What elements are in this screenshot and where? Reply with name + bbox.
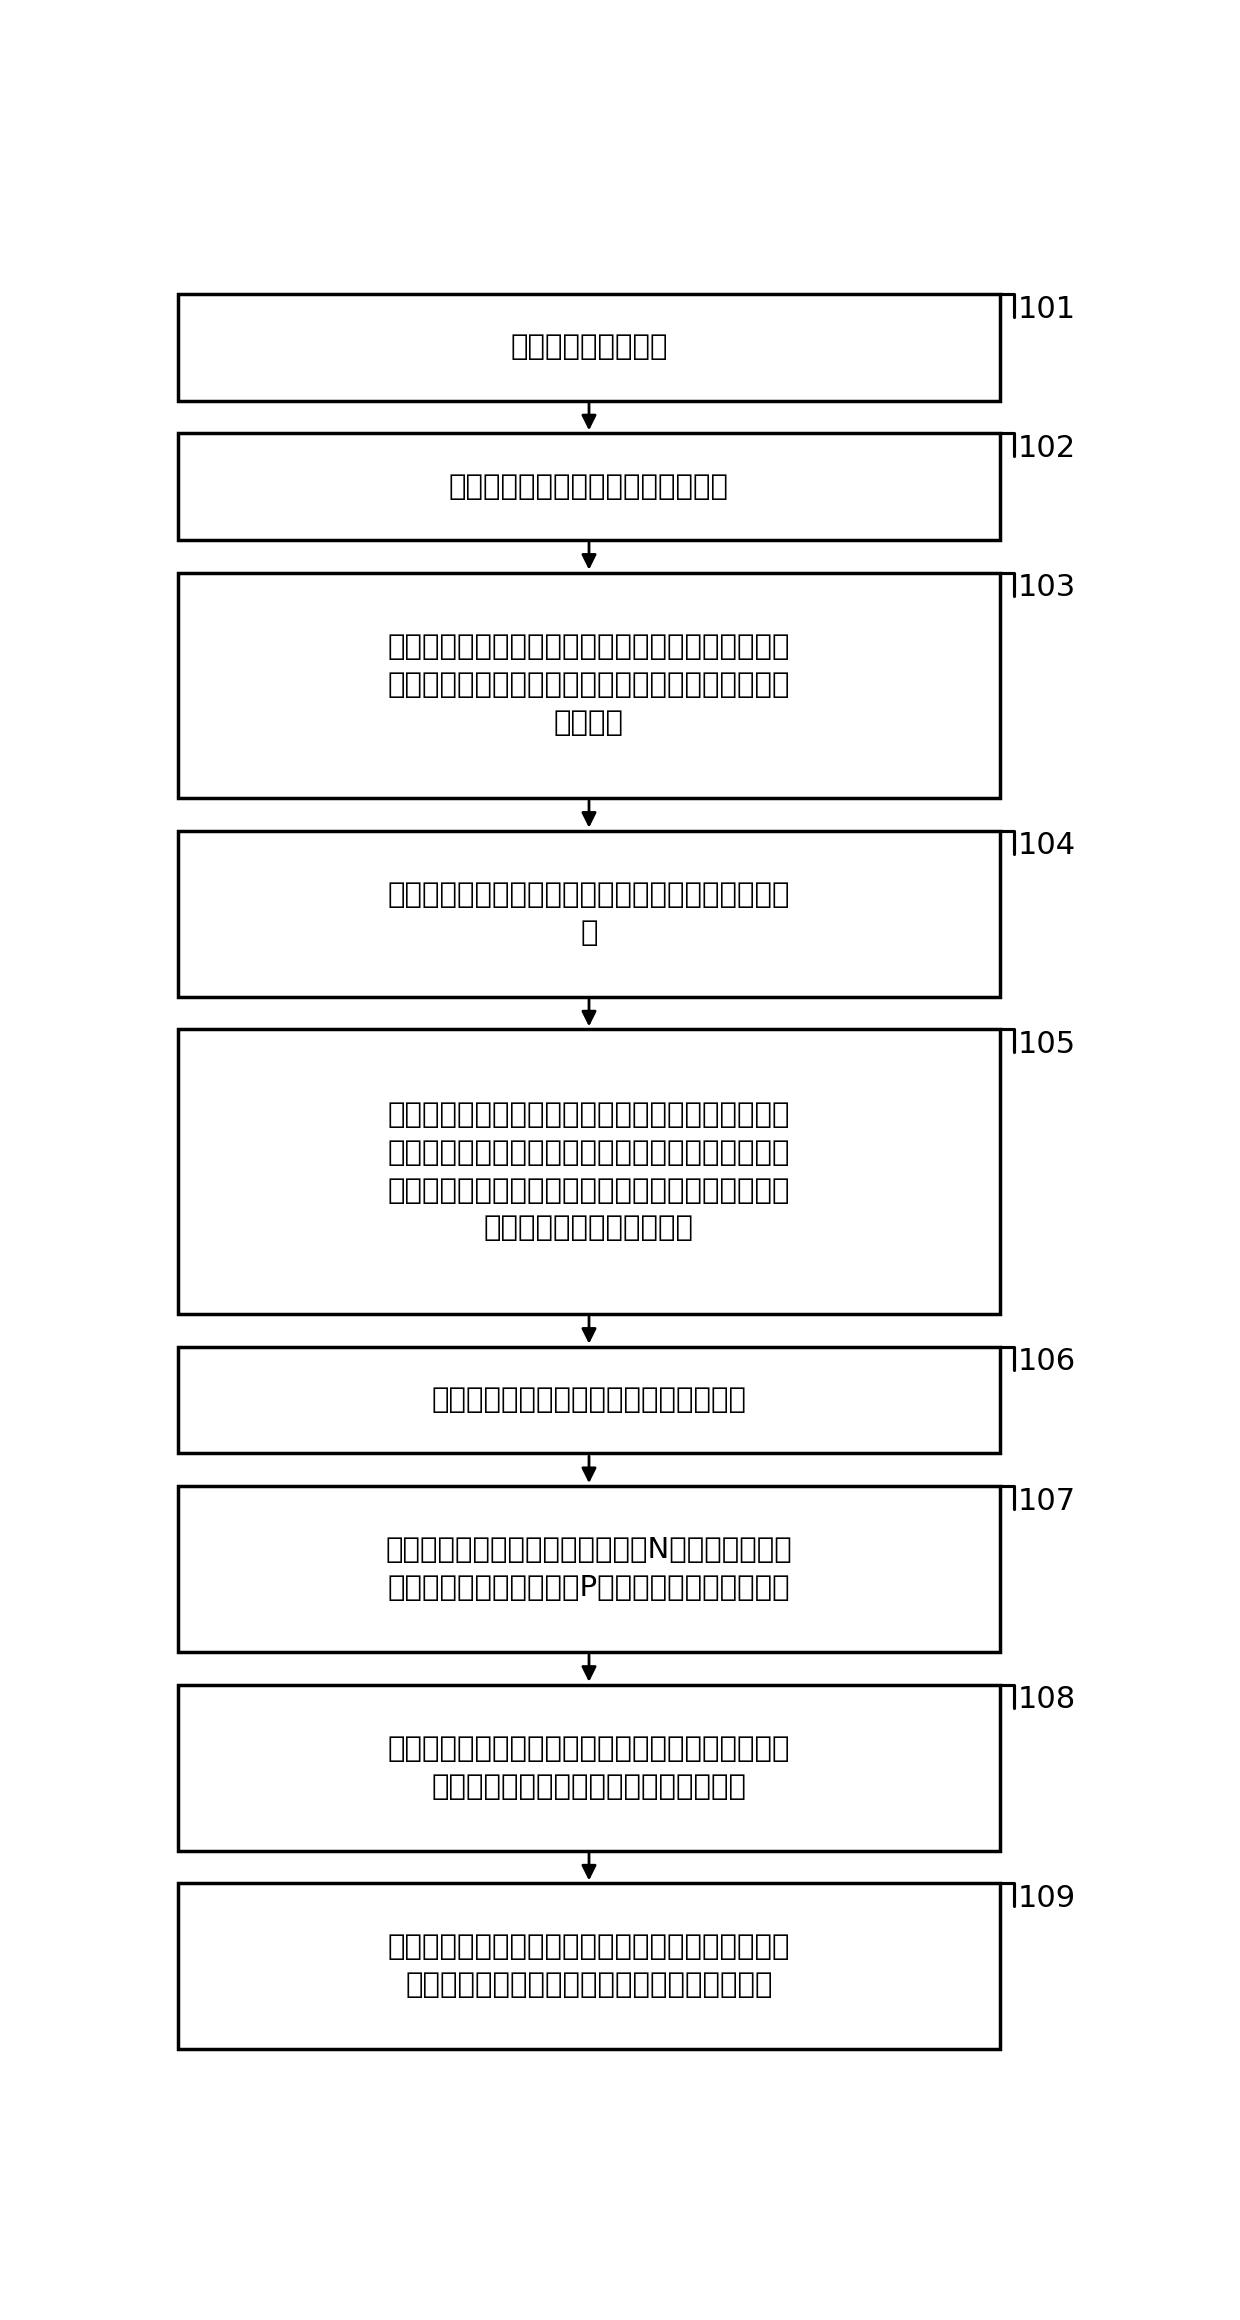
Bar [179, 1884, 999, 2049]
Text: 106: 106 [1018, 1348, 1076, 1376]
Bar [179, 831, 999, 998]
Bar [179, 1346, 999, 1452]
Bar [179, 1684, 999, 1851]
Text: 103: 103 [1018, 573, 1076, 603]
Text: 对多个有机颗粒进行加热，多个有机颗粒在温度升高
的过程中分解成气体从氧化物薄膜和第一未掺杂氮化
镓层之间排出，第一未掺杂氮化镓层和氧化物薄膜之
间形成阵列排列的: 对多个有机颗粒进行加热，多个有机颗粒在温度升高 的过程中分解成气体从氧化物薄膜和… [388, 1100, 790, 1244]
Text: 在衬底上生长缓冲层: 在衬底上生长缓冲层 [510, 334, 668, 362]
Bar [179, 434, 999, 541]
Text: 102: 102 [1018, 434, 1076, 464]
Text: 在多个有机颗粒上和多个有机颗粒之间沉积氧化物薄
膜: 在多个有机颗粒上和多个有机颗粒之间沉积氧化物薄 膜 [388, 882, 790, 947]
Text: 104: 104 [1018, 831, 1076, 861]
Text: 在第二未掺杂氮化镓层上依次生长N型氮化镓层、多
量子阱层、电子阻挡层和P型氮化镓层，形成外延片: 在第二未掺杂氮化镓层上依次生长N型氮化镓层、多 量子阱层、电子阻挡层和P型氮化镓… [386, 1536, 792, 1601]
Text: 101: 101 [1018, 295, 1076, 322]
Text: 108: 108 [1018, 1684, 1076, 1714]
Text: 105: 105 [1018, 1030, 1076, 1058]
Bar [179, 1030, 999, 1313]
Bar [179, 295, 999, 401]
Text: 在第一未掺杂氮化镓层上形成胶体晶体薄膜，胶体晶
体薄膜包括阵列排列在第一未掺杂氮化镓层上的多个
有机颗粒: 在第一未掺杂氮化镓层上形成胶体晶体薄膜，胶体晶 体薄膜包括阵列排列在第一未掺杂氮… [388, 633, 790, 738]
Text: 将激光作用在氧化物薄膜内，利用多个空腔将第一未
掺杂氮化镓层和第二未掺杂氮化镓层分离: 将激光作用在氧化物薄膜内，利用多个空腔将第一未 掺杂氮化镓层和第二未掺杂氮化镓层… [388, 1735, 790, 1800]
Text: 107: 107 [1018, 1487, 1076, 1515]
Bar [179, 573, 999, 798]
Text: 对第一未掺杂氮化镓层进行刻蚀，直到第一未掺杂氮
化镓层的表面为平面，得到层叠有缓冲层的衬底: 对第一未掺杂氮化镓层进行刻蚀，直到第一未掺杂氮 化镓层的表面为平面，得到层叠有缓… [388, 1933, 790, 2000]
Text: 在氧化物薄膜上生长第二未掺杂氮化镓层: 在氧化物薄膜上生长第二未掺杂氮化镓层 [432, 1385, 746, 1413]
Bar [179, 1485, 999, 1652]
Text: 109: 109 [1018, 1884, 1076, 1914]
Text: 在缓冲层上生长第一未掺杂氮化镓层: 在缓冲层上生长第一未掺杂氮化镓层 [449, 473, 729, 501]
